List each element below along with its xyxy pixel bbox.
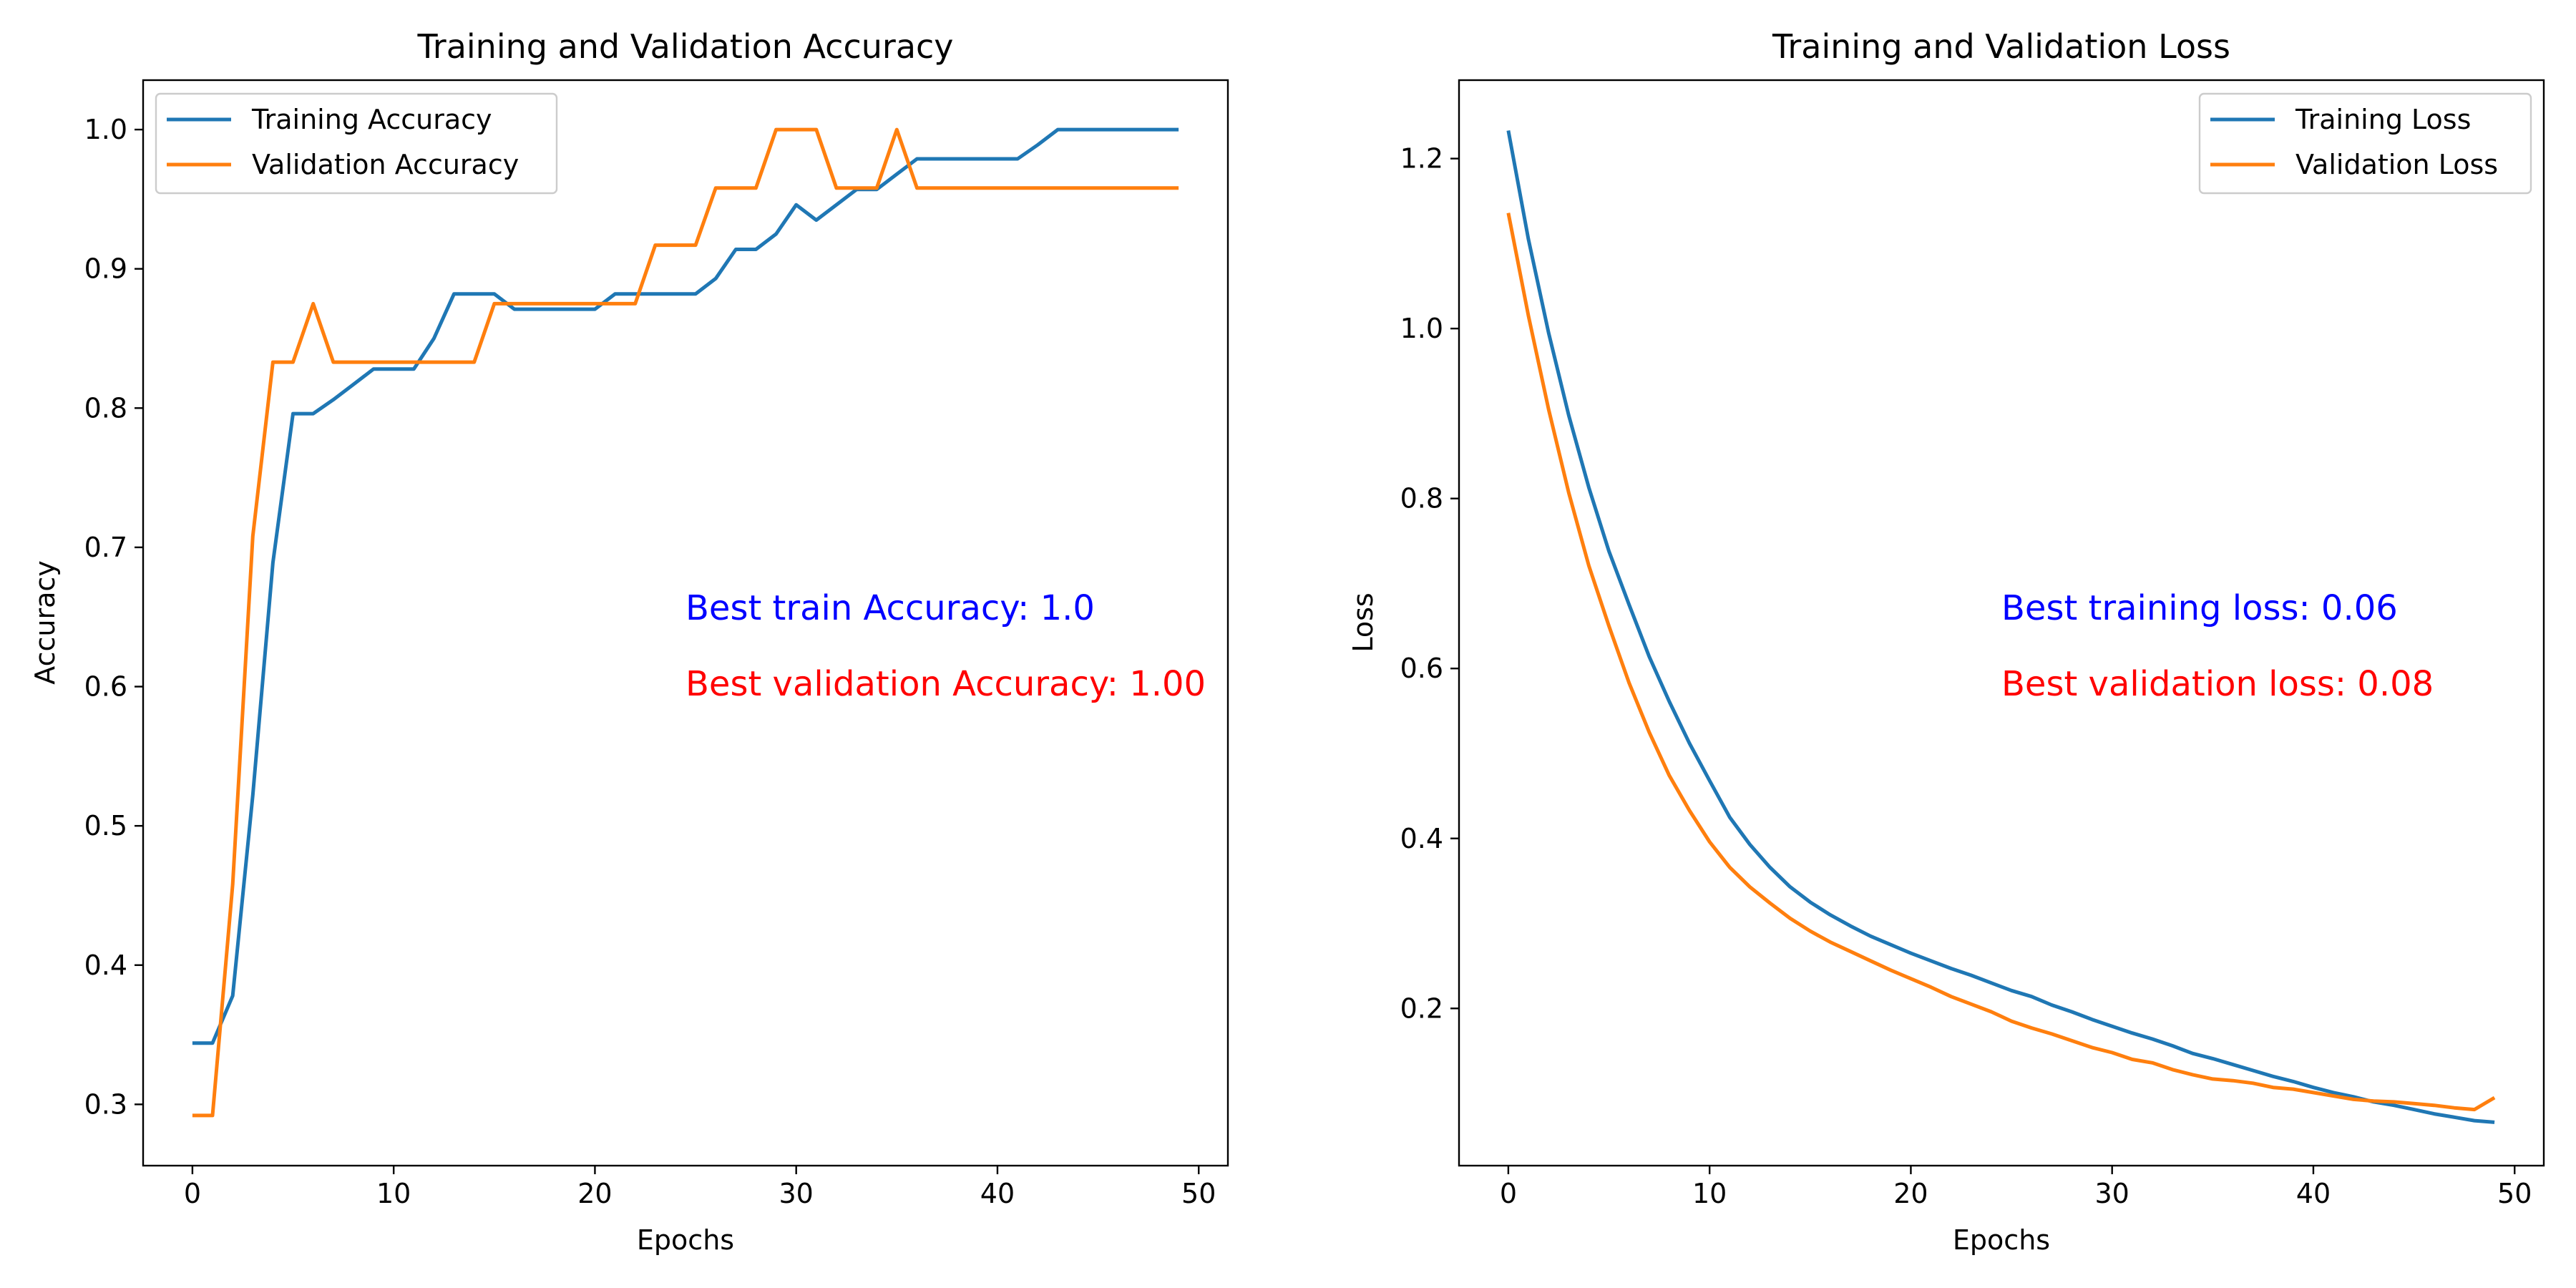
accuracy-y-tick-label: 0.9 [84, 253, 127, 285]
loss-y-tick-label: 0.6 [1400, 653, 1443, 684]
accuracy-chart-title: Training and Validation Accuracy [416, 27, 953, 66]
accuracy-legend-label-training: Training Accuracy [251, 104, 492, 135]
loss-x-tick-label: 10 [1692, 1178, 1727, 1209]
accuracy-y-tick-label: 0.7 [84, 532, 127, 563]
loss-chart: Training and Validation Loss 0 10 20 30 40 50… [1347, 27, 2545, 1256]
accuracy-chart: Training and Validation Accuracy 0 10 20 30… [29, 27, 1229, 1256]
accuracy-legend-box [155, 92, 558, 195]
loss-y-tick-label: 0.2 [1400, 992, 1443, 1024]
loss-y-tick-label: 0.4 [1400, 823, 1443, 854]
loss-y-tick-label: 1.2 [1400, 143, 1443, 175]
loss-series [1506, 130, 2496, 1124]
loss-legend: Training Loss Validation Loss [2198, 92, 2532, 195]
loss-x-tick-label: 0 [1500, 1178, 1517, 1209]
loss-x-axis-label: Epochs [1953, 1224, 2050, 1256]
loss-y-tick-label: 1.0 [1400, 313, 1443, 344]
loss-legend-label-validation: Validation Loss [2296, 149, 2498, 180]
loss-legend-label-training: Training Loss [2295, 104, 2471, 135]
accuracy-y-tick-label: 0.5 [84, 810, 127, 841]
accuracy-x-axis-label: Epochs [637, 1224, 734, 1256]
accuracy-x-tick-label: 20 [577, 1178, 612, 1209]
loss-x-tick-label: 30 [2095, 1178, 2129, 1209]
loss-chart-title: Training and Validation Loss [1772, 27, 2230, 66]
accuracy-annotation-best-validation: Best validation Accuracy: 1.00 [686, 664, 1206, 704]
accuracy-legend: Training Accuracy Validation Accuracy [155, 92, 558, 195]
loss-series-line-validation-loss [1506, 213, 2496, 1112]
accuracy-series-line-validation-accuracy [192, 127, 1179, 1118]
accuracy-y-tick-label: 1.0 [84, 114, 127, 145]
loss-y-axis-label: Loss [1347, 592, 1379, 652]
accuracy-y-ticks: 0.3 0.4 0.5 0.6 0.7 0.8 0.9 1.0 [84, 114, 143, 1120]
accuracy-x-tick-label: 10 [376, 1178, 411, 1209]
accuracy-x-tick-label: 50 [1181, 1178, 1216, 1209]
accuracy-y-tick-label: 0.8 [84, 392, 127, 424]
accuracy-series [192, 127, 1179, 1118]
loss-series-line-training-loss [1506, 130, 2495, 1124]
loss-y-ticks: 0.2 0.4 0.6 0.8 1.0 1.2 [1400, 143, 1459, 1024]
loss-y-tick-label: 0.8 [1400, 483, 1443, 514]
accuracy-x-tick-label: 30 [779, 1178, 814, 1209]
loss-x-tick-label: 50 [2497, 1178, 2532, 1209]
accuracy-y-tick-label: 0.6 [84, 671, 127, 703]
accuracy-annotation-best-train: Best train Accuracy: 1.0 [686, 588, 1095, 628]
accuracy-legend-label-validation: Validation Accuracy [252, 149, 519, 180]
loss-annotation-best-train: Best training loss: 0.06 [2001, 588, 2398, 628]
loss-legend-box [2198, 92, 2532, 195]
accuracy-series-line-training-accuracy [192, 127, 1179, 1045]
accuracy-y-tick-label: 0.4 [84, 950, 127, 981]
loss-x-tick-label: 40 [2296, 1178, 2331, 1209]
accuracy-plot-frame [142, 79, 1229, 1167]
loss-annotation-best-validation: Best validation loss: 0.08 [2001, 664, 2434, 704]
accuracy-x-tick-label: 40 [980, 1178, 1015, 1209]
accuracy-y-tick-label: 0.3 [84, 1088, 127, 1120]
loss-plot-frame [1458, 79, 2545, 1167]
accuracy-x-ticks: 0 10 20 30 40 50 [184, 1166, 1216, 1209]
loss-x-ticks: 0 10 20 30 40 50 [1500, 1166, 2532, 1209]
accuracy-x-tick-label: 0 [184, 1178, 201, 1209]
loss-x-tick-label: 20 [1893, 1178, 1928, 1209]
accuracy-y-axis-label: Accuracy [29, 560, 61, 685]
